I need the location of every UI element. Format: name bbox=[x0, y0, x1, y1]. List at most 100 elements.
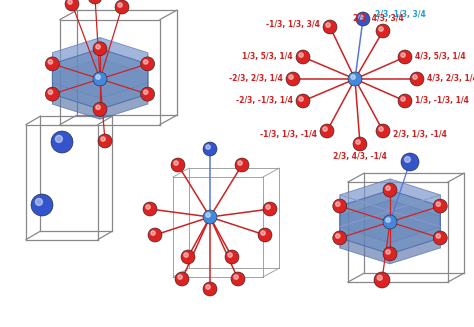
Circle shape bbox=[374, 272, 390, 288]
Circle shape bbox=[261, 231, 265, 235]
Circle shape bbox=[101, 137, 105, 141]
Circle shape bbox=[148, 228, 162, 242]
Polygon shape bbox=[52, 83, 100, 109]
Circle shape bbox=[296, 94, 310, 108]
Polygon shape bbox=[390, 238, 440, 264]
Circle shape bbox=[238, 161, 242, 165]
Circle shape bbox=[401, 53, 405, 57]
Circle shape bbox=[379, 127, 383, 131]
Circle shape bbox=[234, 275, 238, 279]
Circle shape bbox=[206, 145, 210, 149]
Text: 2/3, 4/3, -1/4: 2/3, 4/3, -1/4 bbox=[333, 151, 387, 161]
Circle shape bbox=[289, 75, 293, 79]
Circle shape bbox=[93, 102, 107, 116]
Circle shape bbox=[51, 131, 73, 153]
Circle shape bbox=[203, 142, 217, 156]
Circle shape bbox=[65, 0, 79, 11]
Circle shape bbox=[181, 250, 195, 264]
Polygon shape bbox=[100, 83, 147, 109]
Circle shape bbox=[353, 137, 367, 151]
Circle shape bbox=[144, 60, 148, 64]
Circle shape bbox=[359, 15, 363, 19]
Polygon shape bbox=[52, 49, 147, 109]
Circle shape bbox=[151, 231, 155, 235]
Circle shape bbox=[286, 72, 300, 86]
Circle shape bbox=[376, 124, 390, 138]
Circle shape bbox=[115, 0, 129, 14]
Circle shape bbox=[141, 87, 155, 101]
Circle shape bbox=[203, 210, 217, 224]
Text: 2/3, 1/3, -1/4: 2/3, 1/3, -1/4 bbox=[393, 129, 447, 139]
Circle shape bbox=[171, 158, 185, 172]
Polygon shape bbox=[390, 227, 440, 254]
Circle shape bbox=[225, 250, 239, 264]
Circle shape bbox=[333, 199, 347, 213]
Circle shape bbox=[146, 205, 150, 209]
Circle shape bbox=[398, 94, 412, 108]
Polygon shape bbox=[52, 49, 100, 74]
Circle shape bbox=[144, 90, 148, 95]
Circle shape bbox=[333, 231, 347, 245]
Circle shape bbox=[299, 53, 303, 57]
Circle shape bbox=[31, 194, 53, 216]
Polygon shape bbox=[100, 49, 147, 74]
Circle shape bbox=[436, 202, 440, 206]
Polygon shape bbox=[340, 200, 440, 264]
Circle shape bbox=[383, 183, 397, 197]
Circle shape bbox=[98, 134, 112, 148]
Polygon shape bbox=[390, 190, 440, 216]
Text: -2/3, -1/3, 1/4: -2/3, -1/3, 1/4 bbox=[236, 96, 293, 106]
Circle shape bbox=[55, 135, 63, 143]
Circle shape bbox=[323, 20, 337, 34]
Circle shape bbox=[401, 153, 419, 171]
Polygon shape bbox=[340, 190, 440, 254]
Polygon shape bbox=[52, 38, 147, 98]
Circle shape bbox=[118, 3, 122, 7]
Polygon shape bbox=[52, 38, 100, 64]
Circle shape bbox=[386, 250, 390, 254]
Polygon shape bbox=[52, 94, 100, 119]
Circle shape bbox=[299, 97, 303, 101]
Circle shape bbox=[48, 90, 53, 95]
Circle shape bbox=[386, 186, 390, 190]
Circle shape bbox=[36, 198, 43, 205]
Circle shape bbox=[178, 275, 182, 279]
Circle shape bbox=[266, 205, 270, 209]
Circle shape bbox=[405, 157, 410, 163]
Circle shape bbox=[336, 202, 340, 206]
Circle shape bbox=[377, 275, 383, 280]
Circle shape bbox=[356, 12, 370, 26]
Circle shape bbox=[320, 124, 334, 138]
Text: -2/3, 2/3, 1/4: -2/3, 2/3, 1/4 bbox=[229, 75, 283, 83]
Polygon shape bbox=[340, 227, 390, 254]
Circle shape bbox=[235, 158, 249, 172]
Circle shape bbox=[336, 234, 340, 238]
Text: 1/3, 5/3, 1/4: 1/3, 5/3, 1/4 bbox=[242, 53, 293, 61]
Circle shape bbox=[436, 234, 440, 238]
Text: 1/3, -1/3, 1/4: 1/3, -1/3, 1/4 bbox=[415, 96, 469, 106]
Polygon shape bbox=[340, 190, 390, 216]
Circle shape bbox=[141, 57, 155, 71]
Circle shape bbox=[413, 75, 417, 79]
Circle shape bbox=[203, 282, 217, 296]
Circle shape bbox=[174, 161, 178, 165]
Circle shape bbox=[93, 42, 107, 56]
Circle shape bbox=[410, 72, 424, 86]
Circle shape bbox=[398, 50, 412, 64]
Polygon shape bbox=[52, 59, 147, 119]
Polygon shape bbox=[340, 179, 390, 206]
Circle shape bbox=[376, 24, 390, 38]
Polygon shape bbox=[390, 179, 440, 206]
Polygon shape bbox=[340, 179, 440, 243]
Circle shape bbox=[68, 0, 72, 4]
Circle shape bbox=[323, 127, 327, 131]
Circle shape bbox=[401, 97, 405, 101]
Text: 2/3, 4/3, 3/4: 2/3, 4/3, 3/4 bbox=[353, 14, 403, 24]
Circle shape bbox=[379, 27, 383, 31]
Circle shape bbox=[258, 228, 272, 242]
Polygon shape bbox=[100, 38, 147, 64]
Polygon shape bbox=[340, 238, 390, 264]
Circle shape bbox=[175, 272, 189, 286]
Circle shape bbox=[96, 44, 100, 49]
Circle shape bbox=[96, 75, 100, 79]
